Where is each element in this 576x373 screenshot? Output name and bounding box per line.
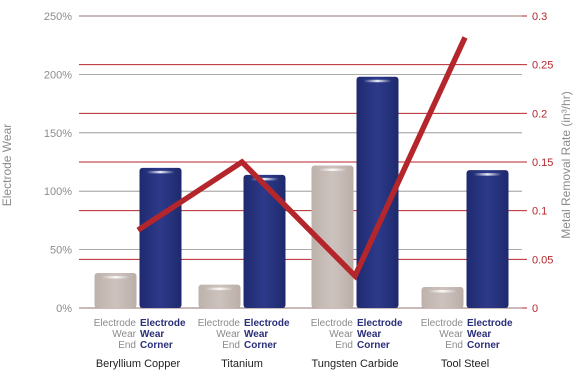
category-label: Titanium <box>221 358 263 370</box>
y-right-tick-label: 0.15 <box>532 157 553 169</box>
metal-removal-rate-line <box>136 36 468 281</box>
bar-wear-end <box>198 284 241 308</box>
bar-wear-corner <box>243 174 286 308</box>
bar-wear-corner <box>466 170 509 308</box>
y-right-tick-label: 0.3 <box>532 11 547 23</box>
bar-highlight <box>101 275 130 279</box>
y-right-tick-label: 0.25 <box>532 60 553 72</box>
sub-label-wear-corner: Electrode <box>467 318 513 329</box>
sub-label-wear-corner: Electrode <box>357 318 403 329</box>
bar-highlight <box>146 170 175 174</box>
bar-highlight <box>473 173 502 176</box>
y-left-tick-label: 200% <box>44 69 72 81</box>
sub-label-wear-end: End <box>118 340 136 351</box>
category-label: Beryllium Copper <box>96 358 181 370</box>
sub-label-wear-end: Electrode <box>311 318 354 329</box>
category-label: Tungsten Carbide <box>311 358 398 370</box>
sub-label-wear-end: Wear <box>329 329 353 340</box>
y-right-tick-label: 0.1 <box>532 206 547 218</box>
sub-label-wear-corner: Corner <box>357 340 390 351</box>
category-label: Tool Steel <box>441 358 489 370</box>
sub-label-wear-corner: Wear <box>467 329 491 340</box>
sub-label-wear-corner: Wear <box>357 329 381 340</box>
sub-label-wear-end: Wear <box>112 329 136 340</box>
sub-label-wear-corner: Wear <box>140 329 164 340</box>
bar-wear-end <box>94 272 137 308</box>
category-labels: ElectrodeWearEndElectrodeWearCornerBeryl… <box>94 318 513 370</box>
sub-label-wear-corner: Corner <box>467 340 500 351</box>
sub-label-wear-end: End <box>335 340 353 351</box>
left-axis-ticks: 0% 50% 100% 150% 200% 250% <box>44 11 72 315</box>
y-right-tick-label: 0.2 <box>532 108 547 120</box>
y-left-axis-title: Electrode Wear <box>0 124 14 206</box>
y-left-tick-label: 150% <box>44 128 72 140</box>
bar-highlight <box>363 79 392 83</box>
y-right-axis-title: Metal Removal Rate (in³/hr) <box>559 91 573 238</box>
line-series <box>136 36 468 281</box>
y-left-tick-label: 250% <box>44 11 72 23</box>
sub-label-wear-corner: Corner <box>140 340 173 351</box>
bar-wear-corner <box>139 167 182 308</box>
y-left-tick-label: 0% <box>56 303 72 315</box>
y-left-tick-label: 50% <box>50 245 72 257</box>
sub-label-wear-corner: Wear <box>244 329 268 340</box>
sub-label-wear-end: Electrode <box>94 318 137 329</box>
bar-highlight <box>318 168 347 172</box>
sub-label-wear-end: Electrode <box>421 318 464 329</box>
sub-label-wear-end: Electrode <box>198 318 241 329</box>
bar-highlight <box>205 287 234 291</box>
sub-label-wear-corner: Electrode <box>244 318 290 329</box>
bars <box>94 76 509 309</box>
right-axis-ticks: 0 0.05 0.1 0.15 0.2 0.25 0.3 <box>522 11 553 315</box>
y-left-tick-label: 100% <box>44 186 72 198</box>
sub-label-wear-corner: Electrode <box>140 318 186 329</box>
y-right-tick-label: 0 <box>532 303 538 315</box>
y-right-tick-label: 0.05 <box>532 254 553 266</box>
sub-label-wear-end: Wear <box>216 329 240 340</box>
sub-label-wear-end: End <box>445 340 463 351</box>
sub-label-wear-end: Wear <box>439 329 463 340</box>
bar-wear-end <box>311 165 354 308</box>
sub-label-wear-corner: Corner <box>244 340 277 351</box>
sub-label-wear-end: End <box>222 340 240 351</box>
bar-highlight <box>428 289 457 293</box>
